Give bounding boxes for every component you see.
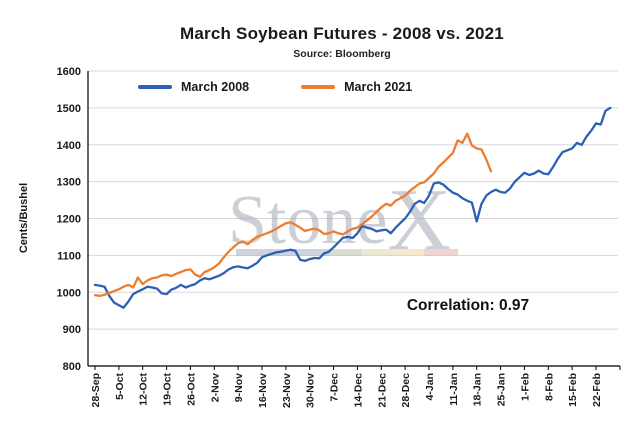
watermark-color-bar-segment [362,249,394,256]
chart-subtitle: Source: Bloomberg [293,48,391,60]
legend-label: March 2008 [181,80,250,94]
x-tick-label: 28-Dec [400,373,412,408]
x-tick-label: 9-Nov [233,373,245,402]
x-tick-label: 16-Nov [257,373,269,408]
x-tick-label: 23-Nov [281,373,293,408]
legend-item-march-2021: March 2021 [301,80,412,94]
y-tick-label: 1300 [57,177,81,189]
chart-title: March Soybean Futures - 2008 vs. 2021 [180,24,504,43]
x-tick-label: 8-Feb [543,373,555,401]
legend: March 2008 March 2021 [138,80,412,94]
y-tick-label: 1200 [57,214,81,226]
y-tick-label: 1100 [57,250,81,262]
x-tick-label: 18-Jan [472,373,484,406]
correlation-annotation: Correlation: 0.97 [406,297,530,314]
watermark-color-bar-segment [236,249,330,256]
series-line-march-2021 [93,132,493,298]
legend-line-swatch-blue [138,85,172,89]
legend-item-march-2008: March 2008 [138,80,249,94]
watermark-color-bar-segment [330,249,362,256]
legend-line-swatch-orange [301,85,336,89]
legend-label: March 2021 [344,80,413,94]
x-tick-label: 15-Feb [567,373,579,407]
y-tick-label: 1400 [57,140,81,152]
series-line-march-2008 [93,106,612,309]
x-tick-label: 25-Jan [496,373,508,406]
x-tick-label: 2-Nov [209,373,221,402]
x-tick-label: 19-Oct [162,373,174,406]
x-tick-label: 1-Feb [519,373,531,401]
x-tick-label: 21-Dec [376,373,388,408]
y-tick-label: 1000 [57,287,81,299]
x-tick-label: 28-Sep [90,373,102,407]
x-tick-label: 30-Nov [305,373,317,408]
y-tick-label: 1500 [57,103,81,115]
x-tick-label: 26-Oct [185,373,197,406]
x-tick-label: 4-Jan [424,373,436,400]
x-tick-label: 5-Oct [114,373,126,400]
y-tick-label: 900 [63,324,81,336]
x-tick-label: 14-Dec [352,373,364,408]
y-tick-label: 800 [63,361,81,373]
x-tick-label: 11-Jan [448,373,460,406]
watermark-color-bar-segment [394,249,424,256]
x-tick-label: 7-Dec [329,373,341,402]
watermark-color-bar-segment [424,249,458,256]
x-tick-label: 12-Oct [138,373,150,406]
x-tick-label: 22-Feb [591,373,603,407]
y-tick-label: 1600 [57,66,81,78]
